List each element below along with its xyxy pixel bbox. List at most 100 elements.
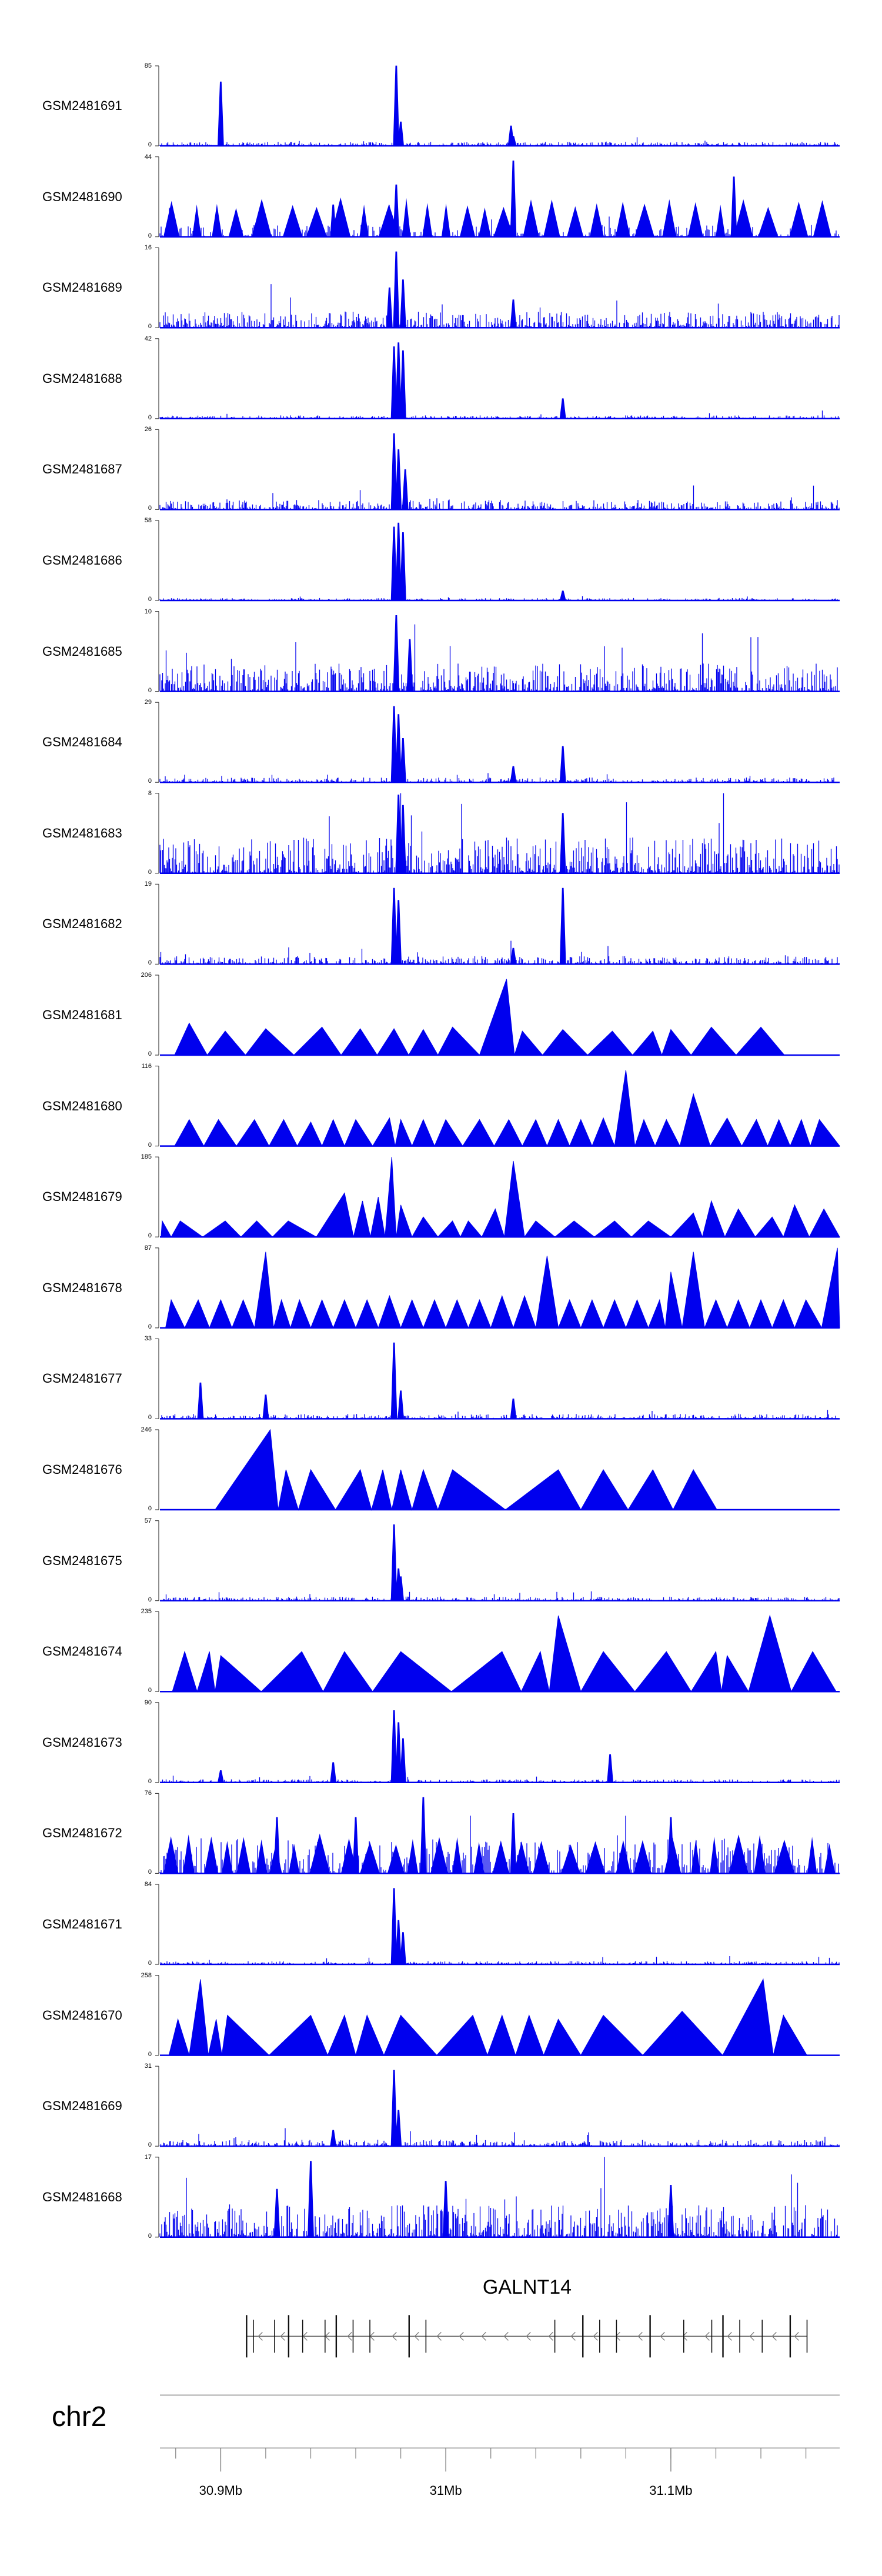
track-GSM2481668 <box>155 2157 840 2238</box>
y-max-label: 116 <box>141 1062 152 1070</box>
signal-bars <box>159 940 840 965</box>
y-max-label: 87 <box>144 1244 152 1252</box>
y-max-label: 185 <box>141 1153 152 1161</box>
track-label: GSM2481679 <box>42 1189 122 1204</box>
axis-tick-label: 31.1Mb <box>649 2483 693 2498</box>
strand-arrow <box>481 2331 486 2341</box>
signal-bars <box>159 1591 840 1601</box>
y-max-label: 58 <box>144 517 152 524</box>
gene-model <box>246 2315 808 2358</box>
track-label: GSM2481668 <box>42 2189 122 2204</box>
track-GSM2481672 <box>155 1793 840 1874</box>
signal-bars <box>159 773 839 783</box>
y-min-label: 0 <box>148 868 152 876</box>
y-max-label: 235 <box>141 1608 152 1616</box>
signal-bars <box>159 284 840 328</box>
y-min-label: 0 <box>148 2050 152 2058</box>
y-min-label: 0 <box>148 505 152 512</box>
track-GSM2481680 <box>155 1065 841 1147</box>
signal-bars <box>159 1956 840 1964</box>
signal-area <box>160 1247 840 1329</box>
y-min-label: 0 <box>148 1505 152 1512</box>
track-label: GSM2481669 <box>42 2098 122 2114</box>
track-label: GSM2481686 <box>42 553 122 568</box>
y-max-label: 33 <box>144 1335 152 1343</box>
signal-peak <box>730 176 737 237</box>
signal-peak <box>559 887 566 965</box>
signal-peak <box>390 1342 397 1419</box>
track-label: GSM2481677 <box>42 1371 122 1386</box>
y-min-label: 0 <box>148 1323 152 1330</box>
signal-triangles <box>163 1833 836 1874</box>
y-max-label: 42 <box>144 335 152 342</box>
strand-arrow <box>459 2331 464 2341</box>
track-label: GSM2481670 <box>42 2007 122 2023</box>
signal-peak <box>510 1399 517 1419</box>
y-max-label: 85 <box>144 62 152 69</box>
y-min-label: 0 <box>148 778 152 785</box>
track-GSM2481685 <box>155 610 840 692</box>
signal-peak <box>397 1390 405 1419</box>
y-max-label: 19 <box>144 880 152 888</box>
signal-peak <box>667 2185 674 2238</box>
y-min-label: 0 <box>148 2232 152 2240</box>
track-label: GSM2481675 <box>42 1553 122 1568</box>
signal-peak <box>393 251 400 328</box>
signal-peak <box>399 532 406 601</box>
strand-arrow <box>436 2331 442 2341</box>
signal-area <box>160 1157 840 1238</box>
signal-peak <box>607 1754 614 1783</box>
signal-peak <box>262 1394 269 1419</box>
track-GSM2481676 <box>155 1429 840 1511</box>
track-GSM2481671 <box>155 1884 840 1966</box>
track-GSM2481682 <box>155 883 840 965</box>
signal-bars <box>159 793 840 873</box>
y-max-label: 84 <box>144 1881 152 1888</box>
signal-peak <box>308 2161 314 2238</box>
signal-peak <box>510 766 517 783</box>
signal-peak <box>399 738 406 783</box>
signal-peak <box>510 299 517 328</box>
track-label: GSM2481678 <box>42 1280 122 1295</box>
track-GSM2481684 <box>155 702 840 783</box>
y-min-label: 0 <box>148 1050 152 1057</box>
track-label: GSM2481674 <box>42 1644 122 1659</box>
track-GSM2481691 <box>155 65 840 147</box>
signal-bars <box>160 1410 839 1419</box>
gene-name-label: GALNT14 <box>482 2276 572 2299</box>
signal-peak <box>559 590 566 601</box>
track-label: GSM2481673 <box>42 1734 122 1750</box>
signal-peak <box>559 813 566 874</box>
signal-area <box>160 1429 718 1511</box>
y-max-label: 29 <box>144 699 152 706</box>
signal-peak <box>197 1382 204 1419</box>
strand-arrow <box>503 2331 509 2341</box>
signal-peak <box>406 639 413 692</box>
signal-peak <box>393 184 400 237</box>
y-max-label: 57 <box>144 1517 152 1524</box>
track-GSM2481678 <box>155 1247 840 1329</box>
track-GSM2481681 <box>155 975 840 1056</box>
signal-peak <box>217 1770 224 1783</box>
track-label: GSM2481681 <box>42 1007 122 1022</box>
signal-peak <box>386 287 393 328</box>
signal-peak <box>399 1932 406 1965</box>
signal-area <box>160 1978 808 2057</box>
axis-tick-label: 30.9Mb <box>199 2483 243 2498</box>
strand-arrow <box>704 2331 710 2341</box>
track-GSM2481674 <box>155 1611 840 1693</box>
track-GSM2481683 <box>155 793 840 875</box>
signal-triangles <box>163 197 831 237</box>
y-max-label: 17 <box>144 2153 152 2161</box>
signal-area <box>160 1614 837 1693</box>
track-GSM2481687 <box>155 429 840 510</box>
strand-arrow <box>727 2331 732 2341</box>
strand-arrow <box>593 2331 598 2341</box>
track-GSM2481675 <box>155 1520 840 1601</box>
signal-peak <box>393 615 400 692</box>
strand-arrow <box>347 2331 352 2341</box>
signal-bars <box>159 624 838 692</box>
track-label: GSM2481683 <box>42 825 122 840</box>
y-min-label: 0 <box>148 1414 152 1422</box>
